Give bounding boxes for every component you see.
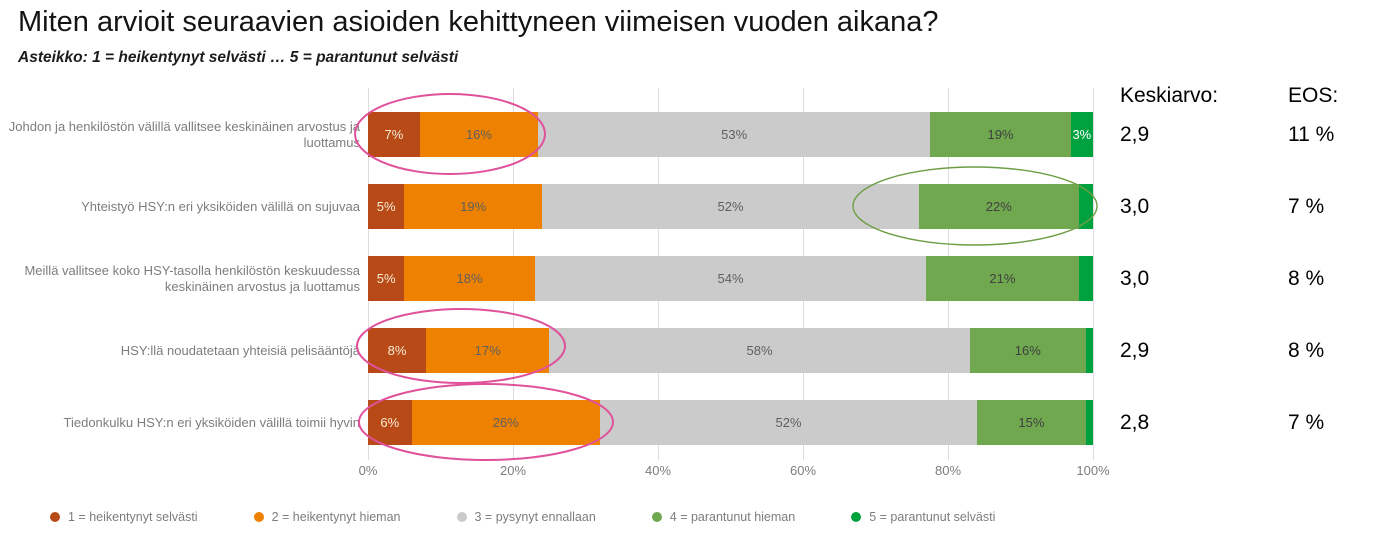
keskiarvo-value: 3,0 [1120,266,1150,290]
eos-value: 7 % [1288,410,1325,434]
keskiarvo-value: 2,9 [1120,338,1150,362]
eos-value: 11 % [1288,122,1335,146]
bar-segment-5 [1085,328,1093,373]
bar-segment-1: 5% [368,184,405,229]
bar-segment-5 [1078,184,1093,229]
eos-value: 8 % [1288,338,1325,362]
legend-item: 3 = pysynyt ennallaan [456,510,596,524]
category-label: Meillä vallitsee koko HSY-tasolla henkil… [24,262,360,294]
chart-legend: 1 = heikentynyt selvästi 2 = heikentynyt … [50,510,995,524]
bar-segment-3: 54% [534,256,927,301]
x-axis-tick-label: 20% [499,463,527,478]
legend-item: 5 = parantunut selvästi [851,510,995,524]
bar-segment-5: 3% [1070,112,1093,157]
eos-column-header: EOS: [1288,84,1339,107]
category-label: Yhteistyö HSY:n eri yksiköiden välillä o… [81,198,360,214]
segment-value-label: 52% [775,415,802,430]
segment-value-label: 5% [376,199,396,214]
category-label: Johdon ja henkilöstön välillä vallitsee … [8,118,360,150]
bar-row: 5% 19% 52% 22% [368,184,1093,229]
bar-row: 8% 17% 58% 16% [368,328,1093,373]
bar-row: 6% 26% 52% 15% [368,400,1093,445]
keskiarvo-column-header: Keskiarvo: [1120,84,1219,107]
x-axis-tick-label: 0% [358,463,378,478]
segment-value-label: 6% [380,415,400,430]
segment-value-label: 53% [721,127,748,142]
eos-value: 8 % [1288,266,1325,290]
x-axis-tick-label: 60% [789,463,817,478]
segment-value-label: 52% [717,199,744,214]
segment-value-label: 8% [387,343,407,358]
bar-segment-2: 19% [404,184,542,229]
segment-value-label: 5% [376,271,396,286]
segment-value-label: 7% [384,127,404,142]
legend-dot-icon [50,512,60,522]
segment-value-label: 54% [717,271,744,286]
legend-dot-icon [851,512,862,522]
bar-row: 5% 18% 54% 21% [368,256,1093,301]
segment-value-label: 19% [987,127,1014,142]
bar-segment-4: 15% [977,400,1086,445]
bar-segment-1: 6% [368,400,412,445]
bar-segment-3: 58% [549,328,970,373]
bar-segment-3: 52% [542,184,919,229]
segment-value-label: 26% [492,415,519,430]
bar-segment-5 [1085,400,1093,445]
bar-segment-2: 16% [419,112,539,157]
legend-label: 5 = parantunut selvästi [869,510,996,524]
segment-value-label: 58% [746,343,773,358]
x-axis-tick-label: 80% [934,463,962,478]
segment-value-label: 19% [460,199,487,214]
gridline-100% [1093,88,1094,460]
legend-item: 4 = parantunut hieman [651,510,796,524]
bar-segment-2: 26% [411,400,600,445]
keskiarvo-value: 2,9 [1120,122,1150,146]
bar-segment-3: 53% [538,112,931,157]
bar-segment-1: 5% [368,256,405,301]
legend-dot-icon [456,512,467,522]
bar-segment-2: 18% [404,256,535,301]
eos-value: 7 % [1288,194,1325,218]
segment-value-label: 15% [1018,415,1045,430]
x-axis-tick-label: 100% [1076,463,1110,478]
segment-value-label: 16% [1014,343,1041,358]
keskiarvo-value: 2,8 [1120,410,1150,434]
scale-subtitle: Asteikko: 1 = heikentynyt selvästi … 5 =… [18,49,459,66]
segment-value-label: 21% [989,271,1016,286]
legend-item: 2 = heikentynyt hieman [253,510,401,524]
bar-segment-4: 22% [919,184,1079,229]
page-title: Miten arvioit seuraavien asioiden kehitt… [18,6,939,38]
legend-label: 3 = pysynyt ennallaan [474,510,596,524]
bar-segment-4: 21% [926,256,1079,301]
legend-dot-icon [253,512,264,522]
bar-row: 7% 16% 53% 19% 3% [368,112,1093,157]
bar-segment-4: 16% [969,328,1086,373]
bar-segment-4: 19% [930,112,1071,157]
legend-label: 1 = heikentynyt selvästi [68,510,198,524]
legend-label: 2 = heikentynyt hieman [271,510,401,524]
legend-dot-icon [651,512,662,522]
bar-segment-2: 17% [426,328,550,373]
category-label: Tiedonkulku HSY:n eri yksiköiden välillä… [63,414,360,430]
category-label: HSY:llä noudatetaan yhteisiä pelisääntöj… [120,342,360,358]
segment-value-label: 18% [456,271,483,286]
bar-segment-3: 52% [600,400,977,445]
legend-item: 1 = heikentynyt selvästi [50,510,198,524]
segment-value-label: 22% [985,199,1012,214]
segment-value-label: 16% [465,127,492,142]
x-axis-tick-label: 40% [644,463,672,478]
bar-segment-5 [1078,256,1093,301]
bar-segment-1: 7% [368,112,420,157]
keskiarvo-value: 3,0 [1120,194,1150,218]
legend-label: 4 = parantunut hieman [669,510,796,524]
bar-segment-1: 8% [368,328,426,373]
segment-value-label: 17% [474,343,501,358]
segment-value-label: 3% [1072,127,1092,142]
